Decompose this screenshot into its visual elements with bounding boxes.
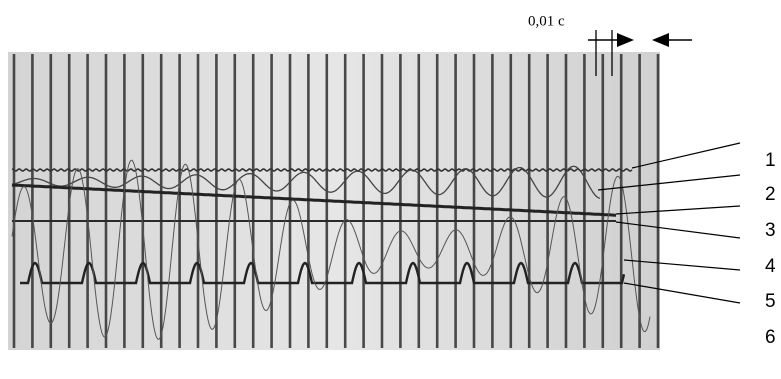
trace-label: 4	[765, 256, 776, 277]
time-mark-label: 0,01 c	[528, 13, 565, 29]
arrow-head	[652, 33, 669, 47]
trace-label: 5	[765, 291, 776, 312]
trace-label: 2	[765, 184, 776, 205]
oscillogram-figure: 0,01 c 1 2 3 4 5 6	[0, 0, 781, 379]
trace-label: 6	[765, 327, 776, 348]
arrow-head	[617, 33, 634, 47]
trace-label: 1	[765, 150, 776, 171]
trace-label: 3	[765, 220, 776, 241]
